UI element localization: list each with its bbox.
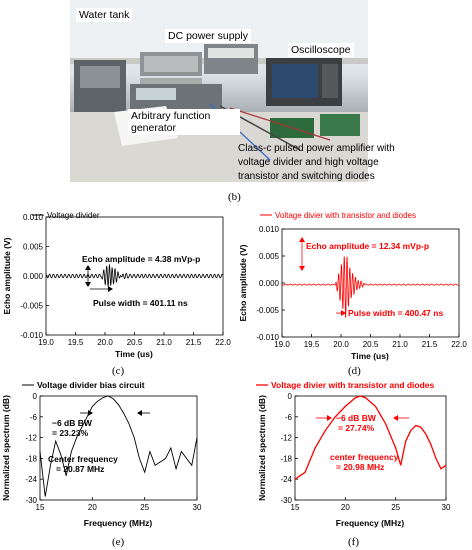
y-axis-label: Normalized spectrum (dB)	[257, 395, 267, 501]
y-tick-label: -18	[280, 454, 292, 463]
panel-label-e: (e)	[112, 536, 125, 548]
y-tick-label: -0.010	[20, 331, 43, 340]
panel-label-b: (b)	[228, 191, 241, 203]
y-tick-label: -30	[280, 496, 292, 505]
photo-label-water-tank: Water tank	[76, 8, 133, 22]
y-axis-label: Echo amplitude (V)	[238, 244, 248, 321]
amplitude-arrow-head-up	[299, 237, 305, 242]
series-line	[281, 256, 460, 318]
y-tick-label: 0.010	[23, 213, 44, 222]
amplitude-arrow-head-up	[85, 265, 91, 270]
x-tick-label: 30	[442, 503, 451, 512]
x-tick-label: 21.5	[422, 340, 438, 349]
x-tick-label: 22.0	[215, 338, 231, 347]
x-tick-label: 25	[391, 503, 400, 512]
plot-frame	[294, 395, 447, 501]
axis-ticks: 19.0 19.5 20.0 20.5 21.0 21.5 22.0 0.010 0.005 0.…	[20, 213, 231, 347]
legend-label: Voltage divier with transistor and diode…	[275, 211, 416, 220]
x-tick-label: 19.5	[68, 338, 84, 347]
photo-label-oscilloscope: Oscilloscope	[288, 43, 354, 57]
x-tick-label: 20.0	[333, 340, 349, 349]
y-tick-label: 0.010	[259, 225, 280, 234]
series-line	[294, 395, 447, 480]
plot-frame	[39, 395, 198, 501]
pulse-width-annotation: Pulse width = 401.11 ns	[93, 298, 188, 308]
x-tick-label: 25	[140, 503, 149, 512]
x-axis-label: Frequency (MHz)	[336, 518, 405, 528]
y-tick-label: 0.005	[259, 252, 280, 261]
y-tick-label: 0.000	[23, 272, 44, 281]
chart-d: 19.0 19.5 20.0 20.5 21.0 21.5 22.0 0.010 0.005 0.…	[238, 211, 467, 361]
echo-amplitude-annotation: Echo amplitude = 12.34 mVp-p	[306, 241, 429, 251]
pulse-width-arrow-head	[341, 310, 346, 316]
photo-caption: Class-c pulsed power amplifier with volt…	[238, 143, 395, 182]
photo-label-dc-power-supply: DC power supply	[165, 29, 251, 43]
y-tick-label: -12	[280, 434, 292, 443]
x-tick-label: 30	[193, 503, 202, 512]
x-tick-label: 20.5	[363, 340, 379, 349]
axis-ticks: 19.0 19.5 20.0 20.5 21.0 21.5 22.0 0.010 0.005 0.…	[256, 225, 467, 349]
bw-arrow-right-head	[137, 410, 142, 416]
y-tick-label: -12	[25, 434, 37, 443]
bw-arrow-right-head	[393, 415, 398, 421]
x-tick-label: 20.0	[97, 338, 113, 347]
x-tick-label: 20	[88, 503, 97, 512]
x-axis-label: Time (us)	[115, 349, 153, 359]
y-axis-label: Normalized spectrum (dB)	[1, 395, 11, 501]
bandwidth-annotation: −6 dB BW = 23.23%	[52, 418, 93, 438]
x-tick-label: 20.5	[127, 338, 143, 347]
x-axis-label: Time (us)	[351, 351, 389, 361]
x-tick-label: 19.5	[304, 340, 320, 349]
x-tick-label: 21.0	[392, 340, 408, 349]
panel-label-d: (d)	[348, 365, 361, 377]
amplitude-arrow-head-down	[299, 266, 305, 271]
y-axis-label: Echo amplitude (V)	[2, 237, 12, 314]
pulse-width-annotation: Pulse width = 400.47 ns	[348, 308, 443, 318]
x-axis-label: Frequency (MHz)	[84, 518, 153, 528]
x-tick-label: 15	[291, 503, 300, 512]
y-tick-label: -0.005	[256, 306, 279, 315]
x-tick-label: 20	[341, 503, 350, 512]
center-frequency-annotation: center frequency = 20.98 MHz	[330, 452, 399, 472]
y-tick-label: -0.005	[20, 302, 43, 311]
axis-ticks: 15 20 25 30 0 -6 -12 -18 -24 -30	[25, 392, 202, 512]
y-tick-label: 0	[288, 392, 293, 401]
legend-label: Voltage divider bias circuit	[37, 380, 145, 390]
legend-label: Voltage divider	[47, 211, 100, 220]
x-tick-label: 21.0	[156, 338, 172, 347]
lab-setup-photo: Water tank DC power supply Oscilloscope …	[70, 0, 368, 182]
bandwidth-annotation: −6 dB BW = 27.74%	[336, 413, 377, 433]
axis-ticks: 15 20 25 30 0 -6 -12 -18 -24 -30	[280, 392, 451, 512]
echo-amplitude-annotation: Echo amplitude = 4.38 mVp-p	[82, 254, 200, 264]
x-tick-label: 21.5	[186, 338, 202, 347]
y-tick-label: -6	[30, 413, 38, 422]
chart-e: 15 20 25 30 0 -6 -12 -18 -24 -30 Voltage divider …	[1, 380, 202, 528]
photo-label-function-generator: Arbitrary function generator	[128, 109, 240, 135]
panel-label-c: (c)	[112, 365, 125, 377]
series-line	[45, 263, 224, 288]
series-line	[39, 395, 198, 497]
y-tick-label: 0.000	[259, 279, 280, 288]
x-tick-label: 19.0	[38, 338, 54, 347]
amplitude-arrow-head-down	[85, 282, 91, 287]
chart-f: 15 20 25 30 0 -6 -12 -18 -24 -30 Voltage divier w…	[256, 380, 451, 528]
pulse-width-arrow-head	[108, 286, 113, 292]
y-tick-label: -30	[25, 496, 37, 505]
panel-label-f: (f)	[348, 536, 359, 548]
y-tick-label: -24	[25, 475, 37, 484]
x-tick-label: 22.0	[451, 340, 467, 349]
y-tick-label: -18	[25, 454, 37, 463]
y-tick-label: -0.010	[256, 333, 279, 342]
bw-arrow-left-head	[327, 415, 332, 421]
y-tick-label: -24	[280, 475, 292, 484]
center-frequency-annotation: Center frequency = 20.87 MHz	[48, 454, 118, 474]
y-tick-label: -6	[285, 413, 293, 422]
y-tick-label: 0.005	[23, 243, 44, 252]
chart-c: 19.0 19.5 20.0 20.5 21.0 21.5 22.0 0.010 0.005 0.…	[2, 211, 231, 359]
bw-arrow-left-head	[88, 410, 93, 416]
y-tick-label: 0	[33, 392, 38, 401]
x-tick-label: 15	[36, 503, 45, 512]
x-tick-label: 19.0	[274, 340, 290, 349]
legend-label: Voltage divier with transistor and diode…	[271, 380, 435, 390]
